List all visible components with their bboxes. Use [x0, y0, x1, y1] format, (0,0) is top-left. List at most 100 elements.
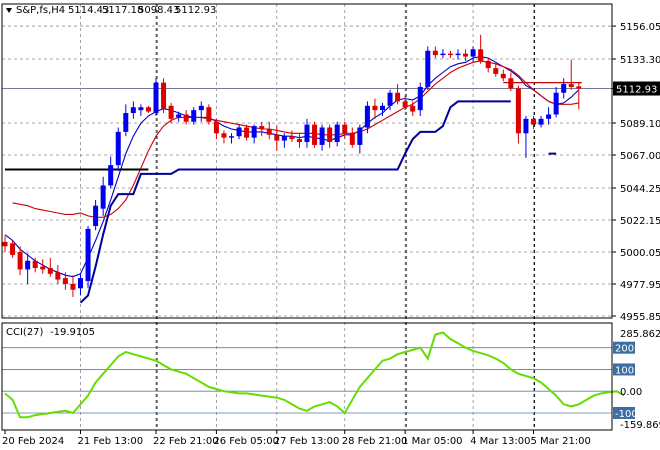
candle-bull — [387, 92, 393, 106]
time-tick-label: 1 Mar 05:00 — [402, 436, 462, 447]
axes: 5156.05 5133.30 5112.93 5089.10 5067.00 5044.… — [1, 3, 660, 447]
candle-bull — [470, 49, 476, 57]
candle-bull — [198, 105, 204, 111]
candle-bull — [425, 50, 431, 87]
main-plot[interactable] — [2, 34, 582, 304]
price-tick-label: 5067.00 — [620, 151, 660, 162]
candle-bull — [78, 278, 83, 289]
candle-bear — [568, 84, 574, 87]
cci-level-box — [613, 363, 635, 376]
candle-bear — [259, 126, 265, 129]
candle-bear — [493, 68, 499, 74]
current-price-box — [613, 81, 660, 96]
price-tick-label: 4977.95 — [620, 280, 660, 291]
main-panel-frame — [1, 3, 613, 319]
candle-bear — [515, 88, 521, 134]
candle-bear — [485, 60, 491, 69]
cci-axis-label: 285.8624 — [620, 329, 660, 340]
time-tick-label: 28 Feb 21:00 — [342, 436, 408, 447]
candle-bear — [161, 82, 167, 109]
ohlc-high: 5117.18 — [102, 5, 143, 16]
candle-bear — [478, 49, 484, 61]
candle-bull — [115, 131, 121, 166]
candle-bull — [281, 136, 287, 141]
candle-bull — [236, 127, 242, 137]
candle-bear — [531, 118, 536, 125]
candle-bear — [266, 128, 272, 135]
current-price-label: 5112.93 — [616, 85, 657, 96]
candle-bull — [85, 228, 91, 282]
price-tick-label: 5133.30 — [620, 55, 660, 66]
candle-bull — [229, 136, 234, 138]
cci-level-box — [613, 341, 635, 354]
candle-bull — [380, 105, 385, 111]
candle-bull — [25, 260, 31, 270]
cci-axis-label: 0.00 — [620, 387, 642, 398]
candle-bear — [17, 252, 23, 270]
candle-bear — [372, 105, 378, 111]
candle-bull — [538, 118, 544, 125]
price-tick-label: 5022.15 — [620, 216, 660, 227]
candle-bull — [123, 113, 129, 132]
candle-bear — [206, 107, 212, 122]
ohlc-low: 5098.43 — [138, 5, 179, 16]
candle-bear — [447, 53, 453, 56]
candle-bear — [342, 124, 348, 134]
price-tick-label: 5044.25 — [620, 184, 660, 195]
candle-bull — [108, 165, 114, 186]
candle-bull — [357, 127, 363, 145]
candle-bear — [402, 101, 408, 108]
candle-bull — [304, 124, 310, 142]
cci-level-label: 200 — [615, 344, 634, 355]
candle-bear — [274, 134, 280, 141]
cci-line — [4, 331, 625, 419]
cci-level-label: -100 — [615, 409, 638, 420]
price-tick-label: 5156.05 — [620, 22, 660, 33]
price-tick-label: 5000.05 — [620, 248, 660, 259]
time-tick-label: 27 Feb 13:00 — [274, 436, 340, 447]
cci-axis-label: -159.8699 — [620, 420, 660, 431]
candle-bear — [463, 53, 469, 57]
time-tick-label: 5 Mar 21:00 — [531, 436, 591, 447]
candle-bull — [191, 110, 197, 122]
candle-bull — [553, 92, 559, 115]
cci-level-label: 100 — [615, 365, 634, 376]
candle-bear — [70, 283, 76, 290]
price-tick-label: 4955.85 — [620, 312, 660, 323]
candle-bear — [395, 92, 401, 102]
candle-bear — [168, 105, 174, 119]
candle-bull — [130, 107, 136, 114]
candle-bear — [2, 241, 8, 247]
chart-symbol-title: S&P,fs,H4 — [16, 5, 65, 16]
time-tick-label: 21 Feb 13:00 — [78, 436, 144, 447]
candle-bull — [417, 86, 423, 111]
candle-bear — [244, 127, 250, 138]
candle-bull — [364, 105, 370, 128]
candle-bear — [289, 136, 295, 140]
candle-bull — [100, 185, 106, 209]
candle-bull — [138, 107, 144, 111]
candle-bull — [561, 84, 567, 93]
cci-panel-frame — [1, 322, 613, 431]
candle-bull — [251, 126, 257, 138]
candle-bear — [213, 121, 219, 134]
cci-header: CCI(27) -19.9105 — [6, 327, 95, 338]
candle-bear — [183, 114, 189, 122]
candle-bull — [176, 114, 182, 118]
candle-bear — [55, 272, 61, 280]
candle-bear — [312, 124, 318, 145]
time-tick-label: 26 Feb 05:00 — [213, 436, 279, 447]
candle-bull — [546, 114, 552, 119]
cci-level-box — [613, 406, 635, 419]
candle-bear — [47, 267, 53, 274]
candle-bull — [334, 124, 340, 142]
cci-plot[interactable] — [2, 331, 625, 419]
cci-label: CCI(27) — [6, 327, 44, 338]
indicator-line — [12, 60, 579, 218]
time-tick-label: 22 Feb 21:00 — [153, 436, 219, 447]
candle-bear — [410, 105, 416, 112]
candle-bear — [32, 260, 38, 268]
cci-value: -19.9105 — [50, 327, 95, 338]
